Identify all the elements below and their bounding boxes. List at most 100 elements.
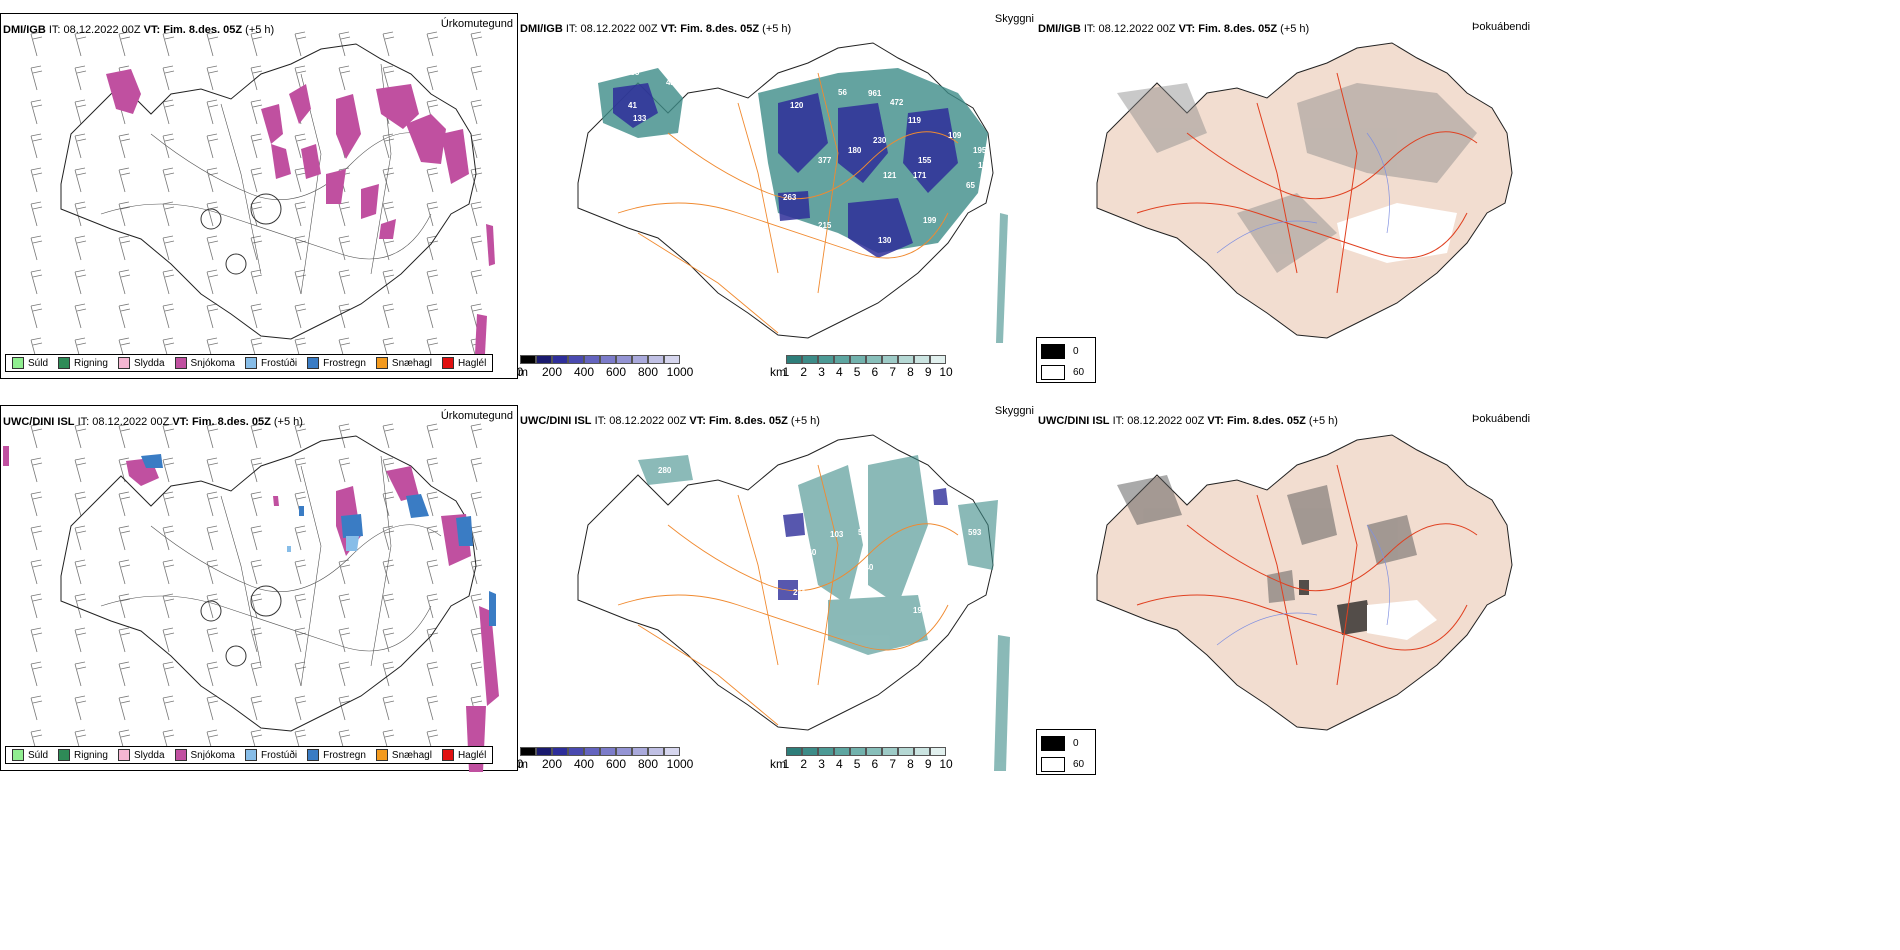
legend-label: Frostúði — [260, 749, 298, 761]
panel-name-fog: Þokuábendi — [1472, 413, 1531, 425]
precip-type-legend: Súld Rigning Slydda Snjókoma Frostúði Frostre… — [5, 354, 494, 372]
ceiling-visibility-panel-uwc: UWC/DINI ISL IT: 08.12.2022 00Z VT: Fim.… — [517, 405, 1036, 771]
ceiling-colorbar: 0 200 400 600 800 1000 m — [517, 355, 693, 379]
wind-barb — [74, 303, 87, 329]
ceiling-value-label: 215 — [818, 221, 832, 230]
wind-barb — [206, 269, 219, 295]
ceiling-value-label: 263 — [783, 193, 797, 202]
ceiling-value-label: 65 — [966, 181, 975, 190]
legend-item: Rigning — [58, 749, 108, 761]
colorbar-cell — [648, 747, 664, 756]
colorbar-cell — [914, 355, 930, 364]
wind-barb — [470, 31, 483, 57]
panel-header: DMI/IGB IT: 08.12.2022 00Z VT: Fim. 8.de… — [520, 23, 792, 35]
ceiling-value-label: 130 — [878, 236, 892, 245]
wind-barb — [382, 65, 395, 91]
wind-barb — [162, 559, 175, 585]
legend-swatch — [58, 749, 71, 761]
legend-item: Frostregn — [307, 749, 366, 761]
wind-barb — [206, 457, 219, 483]
wind-barb — [294, 559, 307, 585]
wind-barb — [426, 65, 439, 91]
wind-barb — [294, 457, 307, 483]
wind-barb — [426, 661, 439, 687]
colorbar-tick: 8 — [907, 757, 914, 771]
legend-swatch — [375, 357, 388, 369]
wind-barb — [74, 423, 87, 449]
wind-barb — [294, 627, 307, 653]
wind-barb — [338, 235, 351, 261]
fog-legend-white — [1041, 365, 1065, 380]
legend-label: Slydda — [133, 357, 165, 369]
colorbar-cell — [632, 747, 648, 756]
wind-barb — [426, 695, 439, 721]
wind-barb — [294, 65, 307, 91]
legend-item: Haglél — [441, 357, 487, 369]
wind-barb — [74, 269, 87, 295]
colorbar-tick: 5 — [853, 757, 861, 771]
legend-swatch — [441, 357, 454, 369]
wind-barb — [382, 627, 395, 653]
colorbar-cell — [664, 355, 680, 364]
colorbar-tick: 3 — [818, 365, 825, 379]
ceiling-map: 185 423 41 133 120 56 961 472 119 230 180 155 377 121… — [577, 42, 1008, 343]
fog-legend-uwc: 0 60 — [1036, 729, 1096, 775]
colorbar-tick: 200 — [541, 365, 563, 379]
wind-barb — [118, 593, 131, 619]
colorbar-tick: 1000 — [666, 365, 694, 379]
wind-barb — [118, 269, 131, 295]
fog-legend-black — [1041, 344, 1065, 359]
ceiling-value-label: 230 — [873, 136, 887, 145]
wind-barb — [74, 99, 87, 125]
wind-barb — [30, 457, 43, 483]
ceiling-value-label: 192 — [913, 606, 927, 615]
ceiling-value-label: 423 — [666, 78, 680, 87]
wind-barb — [382, 269, 395, 295]
colorbar-tick: 7 — [889, 365, 896, 379]
fog-indicator-panel-dmi: DMI/IGB IT: 08.12.2022 00Z VT: Fim. 8.de… — [1036, 13, 1900, 379]
wind-barb — [382, 593, 395, 619]
wind-barb — [382, 525, 395, 551]
precip-type-panel-dmi: DMI/IGB IT: 08.12.2022 00Z VT: Fim. 8.de… — [0, 13, 518, 379]
wind-barb — [206, 167, 219, 193]
colorbar-tick: 6 — [871, 365, 879, 379]
wind-barb — [470, 65, 483, 91]
wind-barb — [118, 423, 131, 449]
colorbar-cell — [616, 355, 632, 364]
wind-barb — [250, 303, 263, 329]
colorbar-cell — [930, 747, 946, 756]
colorbar-cell — [898, 355, 914, 364]
wind-barb — [470, 201, 483, 227]
wind-barb — [382, 559, 395, 585]
ceiling-value-label: 120 — [790, 101, 804, 110]
legend-label: Haglél — [457, 357, 487, 369]
wind-barb — [206, 627, 219, 653]
colorbar-cell — [584, 355, 600, 364]
wind-barb — [470, 627, 483, 653]
legend-item: Rigning — [58, 357, 108, 369]
colorbar-cell — [552, 355, 568, 364]
legend-swatch — [307, 357, 320, 369]
ceiling-visibility-panel-dmi: DMI/IGB IT: 08.12.2022 00Z VT: Fim. 8.de… — [517, 13, 1036, 379]
colorbar-cell — [520, 747, 536, 756]
legend-label: Súld — [28, 749, 49, 761]
wind-barb — [162, 201, 175, 227]
panel-header: UWC/DINI ISL IT: 08.12.2022 00Z VT: Fim.… — [3, 416, 303, 428]
wind-barb — [162, 235, 175, 261]
ceiling-value-label: 140 — [803, 548, 817, 557]
legend-item: Snjókoma — [174, 749, 235, 761]
wind-barb — [426, 303, 439, 329]
wind-barb — [74, 661, 87, 687]
wind-barb — [74, 65, 87, 91]
colorbar-cell — [850, 747, 866, 756]
legend-swatch — [441, 749, 454, 761]
colorbar-cell — [520, 355, 536, 364]
legend-swatch — [174, 357, 187, 369]
visibility-colorbar: 1 2 3 4 5 6 7 8 9 10 km — [770, 747, 953, 771]
colorbar-tick: 4 — [835, 757, 843, 771]
wind-barb — [470, 593, 483, 619]
wind-barb — [30, 559, 43, 585]
wind-barb — [250, 695, 263, 721]
wind-barb — [30, 31, 43, 57]
colorbar-cell — [866, 747, 882, 756]
